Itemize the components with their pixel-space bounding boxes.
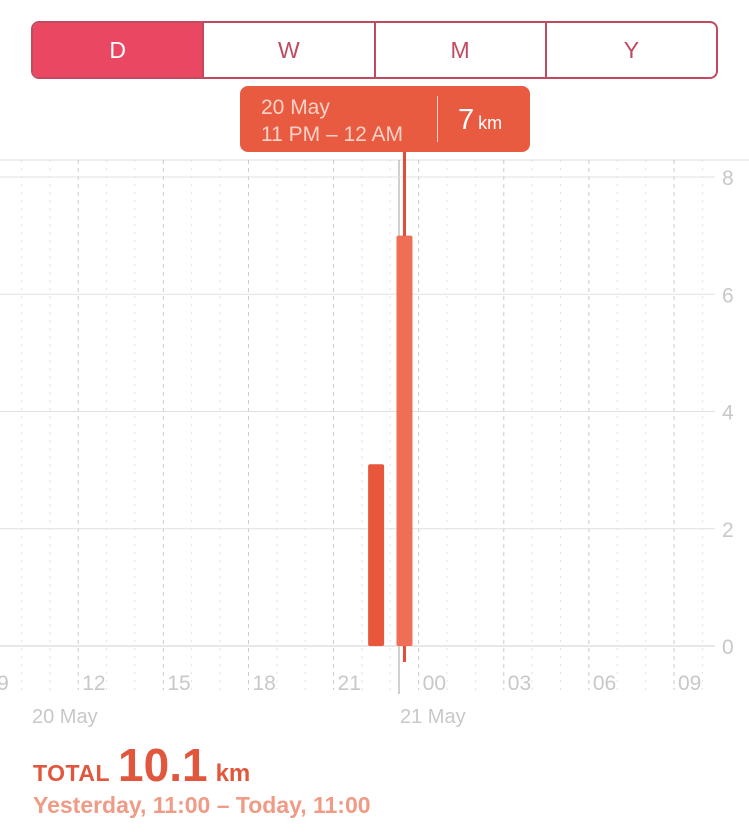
x-tick-label: 12 bbox=[82, 672, 105, 695]
segment-year[interactable]: Y bbox=[544, 23, 716, 77]
period-segmented-control: D W M Y bbox=[31, 21, 718, 79]
x-tick-label: 15 bbox=[167, 672, 190, 695]
y-tick-label: 8 bbox=[722, 167, 734, 190]
x-tick-label: 09 bbox=[678, 672, 701, 695]
x-tick-label: 03 bbox=[508, 672, 531, 695]
x-tick-label: 18 bbox=[252, 672, 275, 695]
tooltip-unit: km bbox=[478, 113, 503, 133]
bar bbox=[396, 235, 413, 646]
date-range: Yesterday, 11:00 – Today, 11:00 bbox=[33, 792, 371, 818]
segment-week[interactable]: W bbox=[202, 23, 373, 77]
tooltip-value: 7 bbox=[458, 104, 475, 136]
total-row: TOTAL 10.1 km bbox=[33, 738, 371, 792]
y-tick-label: 2 bbox=[722, 519, 734, 542]
total-value: 10.1 bbox=[118, 739, 208, 791]
y-tick-label: 4 bbox=[722, 402, 734, 425]
total-label: TOTAL bbox=[33, 760, 111, 786]
day-label: 21 May bbox=[400, 706, 466, 728]
summary: TOTAL 10.1 km Yesterday, 11:00 – Today, … bbox=[33, 738, 371, 819]
y-tick-label: 6 bbox=[722, 284, 734, 307]
distance-bar-chart[interactable]: 0 2 4 6 8 9 12 15 18 21 00 03 06 09 20 May 21 May bbox=[0, 0, 749, 737]
tooltip-value-group: 7 km bbox=[458, 104, 502, 137]
x-tick-label: 21 bbox=[338, 672, 361, 695]
x-tick-label: 9 bbox=[0, 672, 9, 695]
tooltip-divider bbox=[437, 96, 438, 142]
segment-day[interactable]: D bbox=[33, 23, 203, 77]
selection-tooltip: 20 May 11 PM – 12 AM 7 km bbox=[240, 86, 530, 152]
x-tick-label: 06 bbox=[593, 672, 616, 695]
tooltip-date: 20 May bbox=[261, 96, 330, 119]
tooltip-time-range: 11 PM – 12 AM bbox=[261, 123, 404, 146]
day-label: 20 May bbox=[32, 706, 98, 728]
y-tick-label: 0 bbox=[722, 636, 734, 659]
bar bbox=[368, 464, 385, 646]
total-unit: km bbox=[215, 760, 251, 787]
segment-month[interactable]: M bbox=[373, 23, 545, 77]
x-tick-label: 00 bbox=[423, 672, 446, 695]
